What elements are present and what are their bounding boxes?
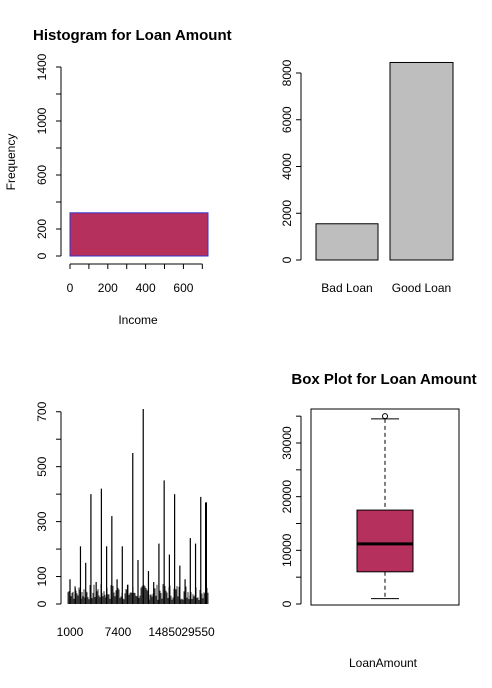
bar-y-tick-label: 2000 xyxy=(280,200,294,227)
spike-x-tick-label: 7400 xyxy=(105,625,132,639)
histogram-panel: Histogram for Loan Amount Income Frequen… xyxy=(4,27,232,327)
spike-y-tick-label: 300 xyxy=(35,511,49,531)
boxplot-box xyxy=(357,510,413,572)
histogram-x-tick-label: 400 xyxy=(136,281,156,295)
boxplot-outlier xyxy=(383,414,388,419)
spike-x-tick-label: 29550 xyxy=(181,625,215,639)
spike-y-tick-label: 100 xyxy=(35,566,49,586)
histogram-x-tick-label: 0 xyxy=(67,281,74,295)
bar-y-tick-label: 4000 xyxy=(280,153,294,180)
boxplot-y-tick-label: 10000 xyxy=(280,533,294,567)
histogram-y-tick-label: 600 xyxy=(35,165,49,185)
histogram-y-tick-label: 200 xyxy=(35,219,49,239)
bar-y-tick-label: 0 xyxy=(280,256,294,263)
bar-category-label: Good Loan xyxy=(392,281,451,295)
histogram-y-tick-label: 0 xyxy=(35,252,49,259)
histogram-x-tick-label: 600 xyxy=(173,281,193,295)
bar-bad-loan xyxy=(316,224,378,260)
histogram-x-tick-label: 200 xyxy=(98,281,118,295)
spike-y-tick-label: 0 xyxy=(35,600,49,607)
boxplot-title: Box Plot for Loan Amount xyxy=(291,371,476,388)
histogram-y-axis-label: Frequency xyxy=(4,134,18,191)
boxplot-y-tick-label: 30000 xyxy=(280,426,294,460)
bar-y-tick-label: 8000 xyxy=(280,59,294,86)
histogram-title: Histogram for Loan Amount xyxy=(33,27,232,44)
spike-y-tick-label: 500 xyxy=(35,456,49,476)
histogram-y-tick-label: 1000 xyxy=(35,107,49,134)
bar-y-tick-label: 6000 xyxy=(280,106,294,133)
spike-bar-panel: 0 100 300 500 700 1000 7400 14850 29550 xyxy=(35,401,215,639)
spike-y-tick-label: 700 xyxy=(35,401,49,421)
histogram-y-tick-label: 1400 xyxy=(35,53,49,80)
loan-status-bar-panel: Bad Loan Good Loan 0 2000 4000 6000 8000 xyxy=(280,59,453,295)
bar-good-loan xyxy=(390,62,453,260)
boxplot-y-tick-label: 20000 xyxy=(280,480,294,514)
spike-x-tick-label: 1000 xyxy=(57,625,84,639)
bar-category-label: Bad Loan xyxy=(321,281,372,295)
spike-x-tick-label: 14850 xyxy=(148,625,182,639)
boxplot-x-axis-label: LoanAmount xyxy=(349,656,418,670)
boxplot-panel: Box Plot for Loan Amount LoanAmount 0 100… xyxy=(280,371,477,670)
histogram-bar-0 xyxy=(70,213,208,256)
boxplot-y-tick-label: 0 xyxy=(280,600,294,607)
histogram-x-axis-label: Income xyxy=(118,313,158,327)
